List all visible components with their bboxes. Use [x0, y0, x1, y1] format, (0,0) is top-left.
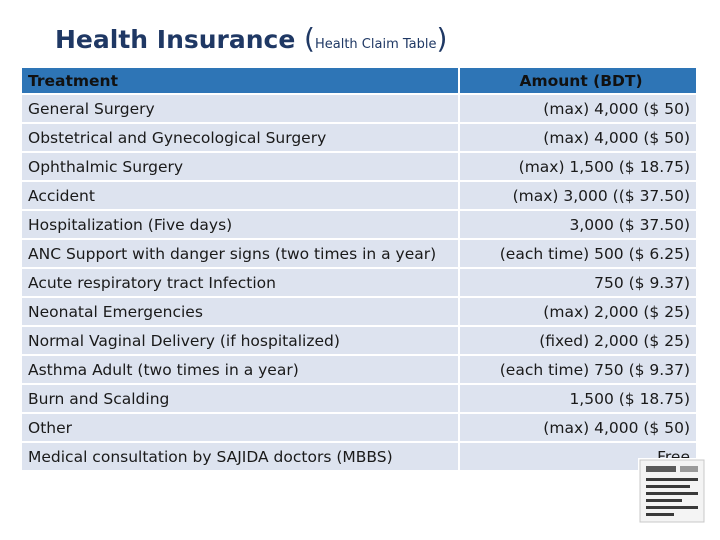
table-row: General Surgery (max) 4,000 ($ 50)	[20, 93, 698, 124]
amount-cell: (each time) 750 ($ 9.37)	[458, 354, 698, 385]
amount-column-header: Amount (BDT)	[458, 66, 698, 95]
treatment-cell: Burn and Scalding	[20, 383, 460, 414]
treatment-cell: Other	[20, 412, 460, 443]
amount-cell: 3,000 ($ 37.50)	[458, 209, 698, 240]
table-row: ANC Support with danger signs (two times…	[20, 238, 698, 269]
amount-cell: (max) 3,000 (($ 37.50)	[458, 180, 698, 211]
table-row: Other (max) 4,000 ($ 50)	[20, 412, 698, 443]
treatment-cell: Ophthalmic Surgery	[20, 151, 460, 182]
treatment-cell: Accident	[20, 180, 460, 211]
title-subtitle: Health Claim Table	[314, 37, 437, 52]
amount-cell: Free	[458, 441, 698, 472]
treatment-cell: Neonatal Emergencies	[20, 296, 460, 327]
amount-cell: (max) 4,000 ($ 50)	[458, 122, 698, 153]
table-row: Medical consultation by SAJIDA doctors (…	[20, 441, 698, 472]
page-title: Health Insurance (Health Claim Table)	[55, 22, 447, 55]
table-header-row: Treatment Amount (BDT)	[20, 66, 698, 95]
treatment-column-header: Treatment	[20, 66, 460, 95]
table-row: Neonatal Emergencies (max) 2,000 ($ 25)	[20, 296, 698, 327]
treatment-cell: Obstetrical and Gynecological Surgery	[20, 122, 460, 153]
treatment-cell: Hospitalization (Five days)	[20, 209, 460, 240]
table-row: Accident (max) 3,000 (($ 37.50)	[20, 180, 698, 211]
amount-cell: (each time) 500 ($ 6.25)	[458, 238, 698, 269]
health-claim-table: Treatment Amount (BDT) General Surgery (m…	[20, 66, 698, 472]
table-row: Normal Vaginal Delivery (if hospitalized…	[20, 325, 698, 356]
table-row: Burn and Scalding 1,500 ($ 18.75)	[20, 383, 698, 414]
treatment-cell: ANC Support with danger signs (two times…	[20, 238, 460, 269]
amount-cell: (fixed) 2,000 ($ 25)	[458, 325, 698, 356]
document-logo-icon	[638, 458, 706, 524]
table-row: Ophthalmic Surgery (max) 1,500 ($ 18.75)	[20, 151, 698, 182]
amount-cell: (max) 4,000 ($ 50)	[458, 93, 698, 124]
amount-cell: (max) 2,000 ($ 25)	[458, 296, 698, 327]
treatment-cell: Medical consultation by SAJIDA doctors (…	[20, 441, 460, 472]
title-open-paren: (	[304, 22, 315, 55]
treatment-cell: Acute respiratory tract Infection	[20, 267, 460, 298]
table-row: Acute respiratory tract Infection 750 ($ …	[20, 267, 698, 298]
treatment-cell: Asthma Adult (two times in a year)	[20, 354, 460, 385]
table-row: Obstetrical and Gynecological Surgery (ma…	[20, 122, 698, 153]
treatment-cell: General Surgery	[20, 93, 460, 124]
amount-cell: (max) 1,500 ($ 18.75)	[458, 151, 698, 182]
table-row: Asthma Adult (two times in a year) (each …	[20, 354, 698, 385]
title-close-paren: )	[436, 22, 448, 55]
amount-cell: 750 ($ 9.37)	[458, 267, 698, 298]
title-main: Health Insurance	[55, 25, 296, 54]
amount-cell: 1,500 ($ 18.75)	[458, 383, 698, 414]
treatment-cell: Normal Vaginal Delivery (if hospitalized…	[20, 325, 460, 356]
amount-cell: (max) 4,000 ($ 50)	[458, 412, 698, 443]
table-row: Hospitalization (Five days) 3,000 ($ 37.5…	[20, 209, 698, 240]
